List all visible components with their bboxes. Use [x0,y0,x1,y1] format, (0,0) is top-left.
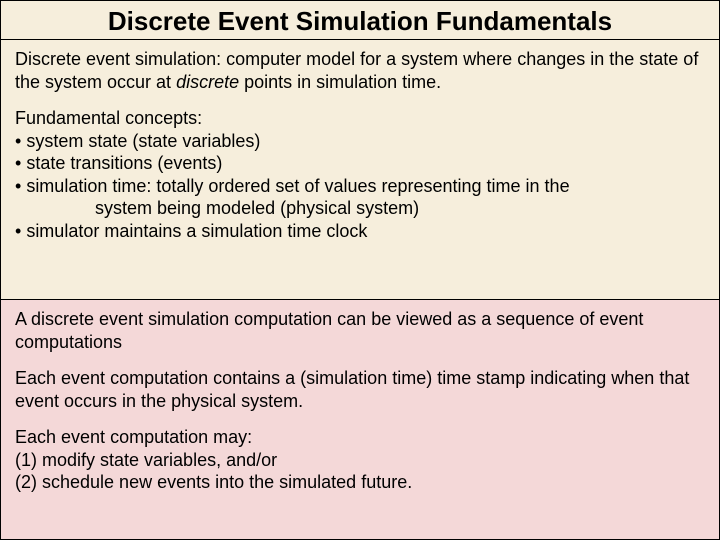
panel-computation: A discrete event simulation computation … [0,300,720,540]
panel-definition: Discrete event simulation: computer mode… [0,40,720,300]
slide-title: Discrete Event Simulation Fundamentals [0,0,720,40]
concepts-heading: Fundamental concepts: [15,107,705,130]
slide: Discrete Event Simulation Fundamentals D… [0,0,720,540]
bullet-2: • state transitions (events) [15,152,705,175]
bullet-3-sub: system being modeled (physical system) [95,197,705,220]
bullet-1-text: system state (state variables) [26,131,260,151]
comp-item-1: (1) modify state variables, and/or [15,449,705,472]
bullet-4-text: simulator maintains a simulation time cl… [26,221,367,241]
bullet-3: • simulation time: totally ordered set o… [15,175,705,198]
comp-p1: A discrete event simulation computation … [15,308,705,353]
bullet-1: • system state (state variables) [15,130,705,153]
comp-item-2: (2) schedule new events into the simulat… [15,471,705,494]
definition-paragraph: Discrete event simulation: computer mode… [15,48,705,93]
bullet-2-text: state transitions (events) [26,153,222,173]
comp-p2: Each event computation contains a (simul… [15,367,705,412]
comp-p3-block: Each event computation may: (1) modify s… [15,426,705,494]
def-post: points in simulation time. [239,72,441,92]
def-italic: discrete [176,72,239,92]
bullet-4: • simulator maintains a simulation time … [15,220,705,243]
comp-p3-lead: Each event computation may: [15,426,705,449]
bullet-3-text: simulation time: totally ordered set of … [26,176,569,196]
concepts-block: Fundamental concepts: • system state (st… [15,107,705,242]
